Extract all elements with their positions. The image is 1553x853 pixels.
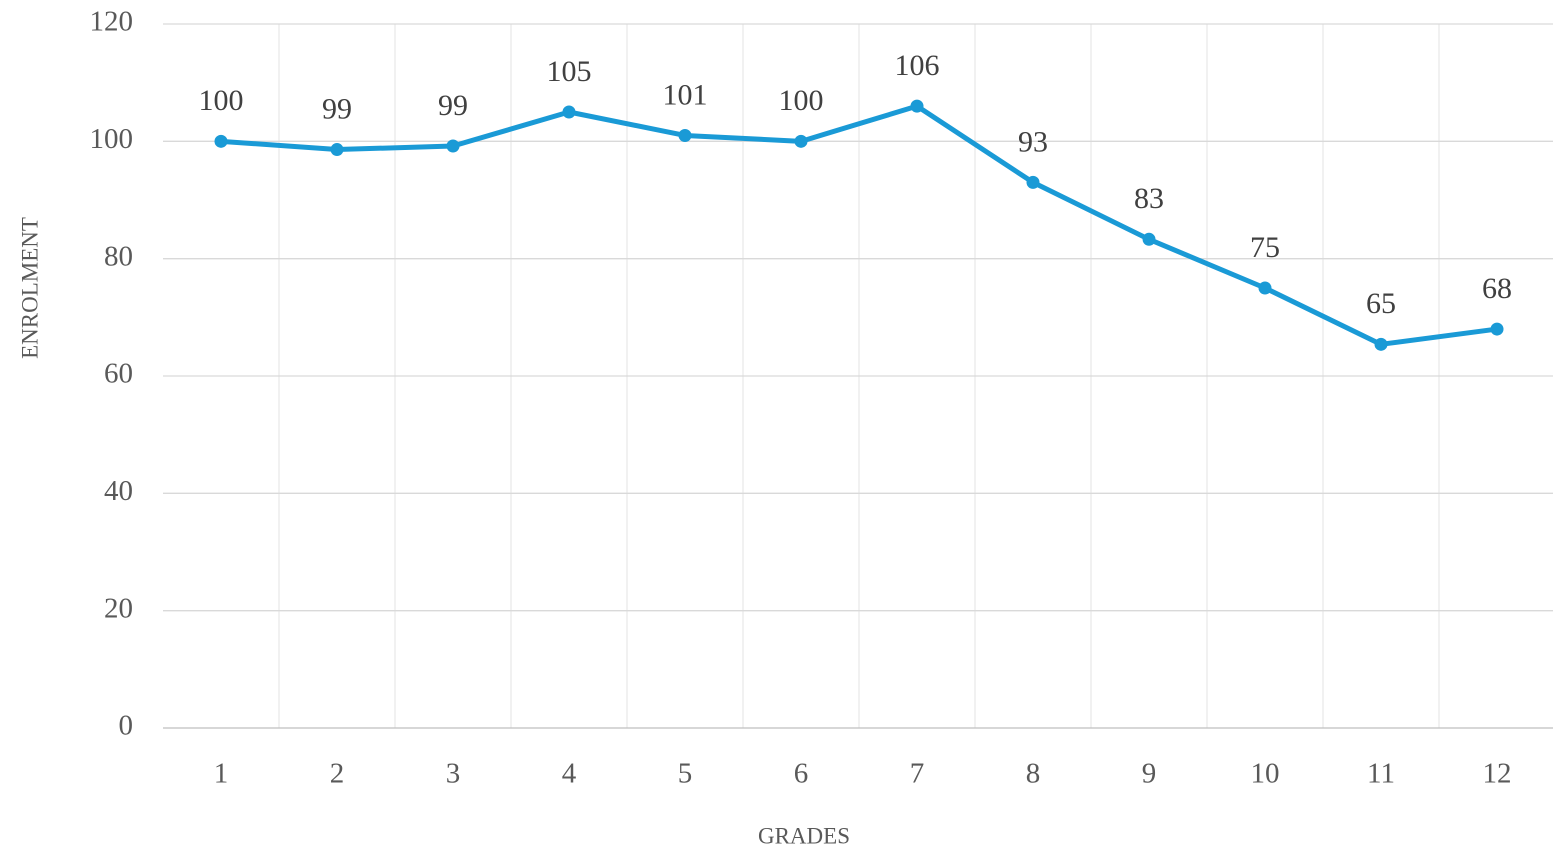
data-label: 93 <box>1018 125 1048 158</box>
x-tick-label: 1 <box>214 758 229 790</box>
data-label: 75 <box>1250 231 1280 264</box>
x-axis-title: GRADES <box>758 823 850 848</box>
data-label: 105 <box>547 55 592 88</box>
point <box>562 105 576 119</box>
data-label: 106 <box>895 49 940 82</box>
data-label: 99 <box>322 92 352 125</box>
y-tick-label: 80 <box>104 240 133 272</box>
y-tick-label: 60 <box>104 358 133 390</box>
y-tick-label: 100 <box>90 123 134 155</box>
x-tick-label: 6 <box>794 758 809 790</box>
point <box>678 128 692 142</box>
point <box>214 134 228 148</box>
x-tick-label: 3 <box>446 758 461 790</box>
data-label: 100 <box>779 84 824 117</box>
x-tick-label: 4 <box>562 758 577 790</box>
x-tick-label: 12 <box>1483 758 1512 790</box>
point <box>1142 232 1156 246</box>
data-label: 101 <box>663 78 708 111</box>
data-label: 99 <box>438 89 468 122</box>
x-tick-label: 8 <box>1026 758 1041 790</box>
x-tick-label: 7 <box>910 758 925 790</box>
x-tick-label: 5 <box>678 758 693 790</box>
point <box>1258 281 1272 295</box>
point <box>1490 322 1504 336</box>
point <box>446 139 460 153</box>
series-line <box>220 103 1498 347</box>
x-tick-label: 2 <box>330 758 345 790</box>
y-tick-label: 40 <box>104 475 133 507</box>
x-tick-label: 11 <box>1367 758 1395 790</box>
point <box>794 134 808 148</box>
y-axis-title: ENROLMENT <box>17 217 42 359</box>
y-tick-label: 120 <box>90 6 134 38</box>
x-tick-label: 9 <box>1142 758 1157 790</box>
point <box>330 143 344 157</box>
data-label: 83 <box>1134 182 1164 215</box>
y-tick-label: 20 <box>104 592 133 624</box>
data-label: 65 <box>1366 287 1396 320</box>
point <box>1374 337 1388 351</box>
data-label: 68 <box>1482 272 1512 305</box>
data-label: 100 <box>199 84 244 117</box>
point <box>910 99 924 113</box>
point <box>1026 175 1040 189</box>
x-tick-label: 10 <box>1251 758 1280 790</box>
y-tick-label: 0 <box>119 710 134 742</box>
